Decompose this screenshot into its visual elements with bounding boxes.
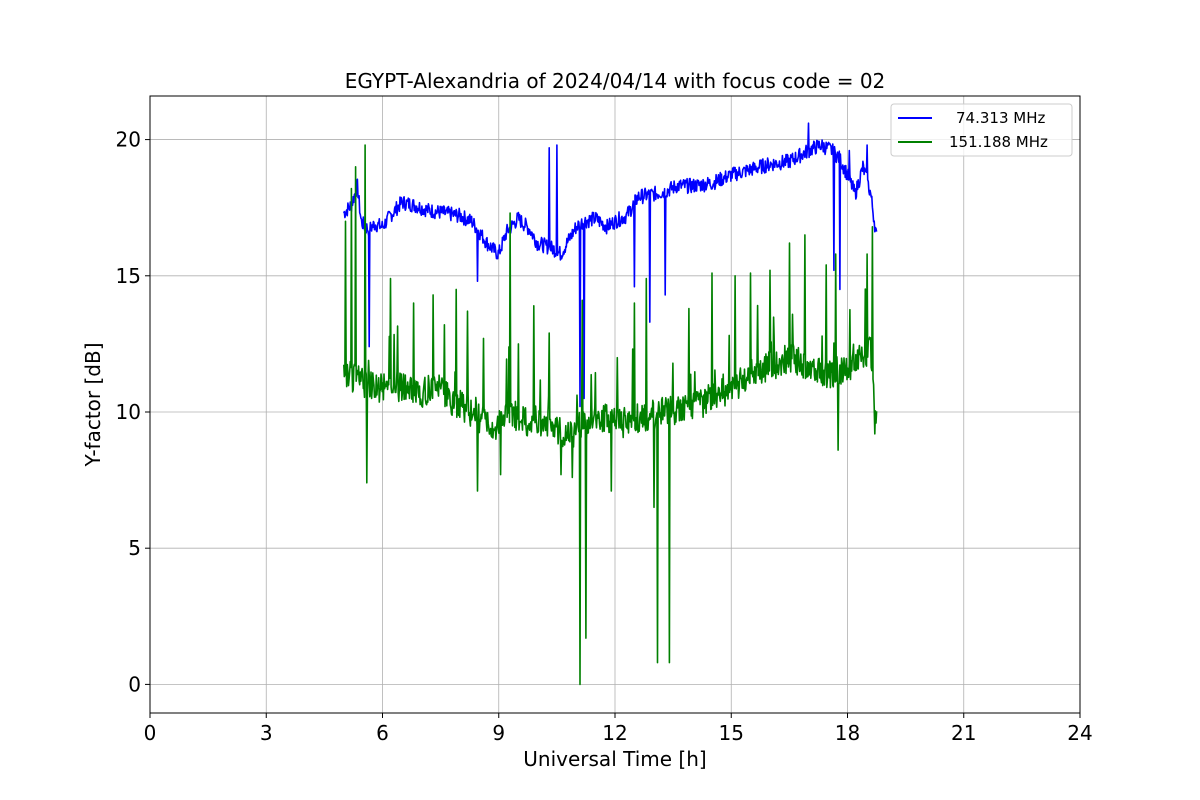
- legend-label-74mhz: 74.313 MHz: [956, 109, 1045, 127]
- y-tick-label: 5: [128, 536, 141, 560]
- chart-title: EGYPT-Alexandria of 2024/04/14 with focu…: [345, 69, 886, 93]
- y-tick-label: 10: [116, 400, 141, 424]
- x-tick-label: 3: [260, 721, 273, 745]
- series-layer: [343, 122, 878, 686]
- legend: 74.313 MHz 151.188 MHz: [890, 103, 1073, 157]
- x-axis-ticks: 0 3 6 9 12 15 18 21 24: [144, 713, 1093, 745]
- x-tick-label: 24: [1067, 721, 1092, 745]
- legend-box: [890, 103, 1073, 157]
- y-tick-label: 0: [128, 672, 141, 696]
- x-axis-label: Universal Time [h]: [523, 747, 706, 771]
- x-tick-label: 12: [602, 721, 627, 745]
- y-axis-label: Y-factor [dB]: [81, 342, 105, 467]
- series-line-0: [343, 122, 878, 408]
- y-tick-label: 15: [116, 264, 141, 288]
- legend-label-151mhz: 151.188 MHz: [949, 133, 1048, 151]
- y-tick-label: 20: [116, 128, 141, 152]
- y-axis-ticks: 0 5 10 15 20: [116, 128, 150, 696]
- x-tick-label: 9: [492, 721, 505, 745]
- x-tick-label: 18: [835, 721, 860, 745]
- x-tick-label: 15: [719, 721, 744, 745]
- series-line-1: [343, 144, 878, 686]
- x-tick-label: 21: [951, 721, 976, 745]
- x-tick-label: 0: [144, 721, 157, 745]
- x-tick-label: 6: [376, 721, 389, 745]
